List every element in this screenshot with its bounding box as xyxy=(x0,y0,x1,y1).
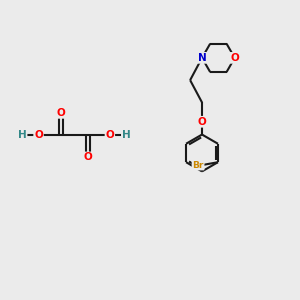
Text: O: O xyxy=(106,130,114,140)
Text: O: O xyxy=(198,117,206,127)
Text: Br: Br xyxy=(192,161,204,170)
Text: H: H xyxy=(122,130,130,140)
Text: H: H xyxy=(18,130,27,140)
Text: O: O xyxy=(56,108,65,118)
Text: N: N xyxy=(198,53,206,63)
Text: O: O xyxy=(83,152,92,162)
Text: O: O xyxy=(34,130,43,140)
Text: O: O xyxy=(230,53,239,63)
